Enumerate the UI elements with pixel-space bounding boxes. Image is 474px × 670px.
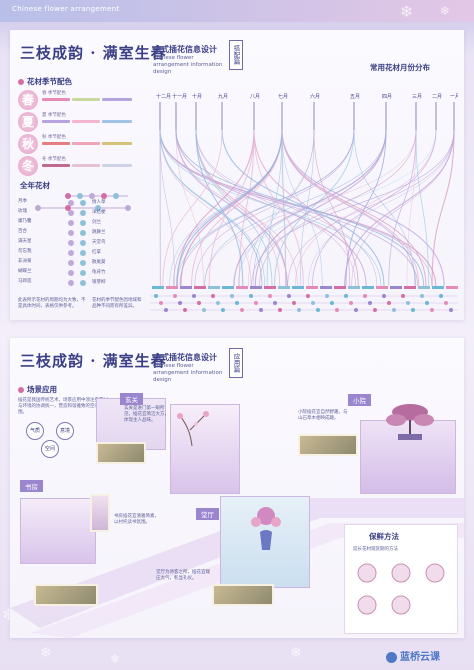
year-flowers-list: 月季 情人草 玫瑰 洋桔梗 康乃馨 剑兰 百合 跳舞兰 满天星 天堂鸟 勿忘我 红掌 非洲菊… (18, 198, 138, 288)
logo-text: 蓝桥云课 (400, 652, 440, 663)
room-text-hall: 堂厅为待客之所，插花宜端庄大气，彰显礼仪。 (156, 570, 210, 581)
section-year-flowers: 全年花材 (20, 181, 50, 190)
section-scene: 场景应用 (18, 384, 57, 395)
preservation-methods: 保鲜方法 延长花材观赏期的方法 (344, 524, 458, 634)
scroll-painting (90, 494, 110, 532)
room-label-hall: 堂厅 (196, 508, 219, 520)
scene-intro: 插花是我国传统艺术，场景应用中须注重花材与环境的协调统一，营造和谐雅致的空间氛围… (18, 398, 108, 415)
painting (34, 584, 98, 606)
bonsai-icon (386, 404, 434, 440)
season-char: 秋 (18, 134, 38, 154)
poster-arrangement: 三枝成韵 · 满室生春 中式插花信息设计 Chinese flower arra… (10, 30, 464, 320)
room-text-study: 书房插花宜清雅简素，以衬托读书氛围。 (114, 514, 159, 525)
painting (212, 584, 274, 606)
season-spring: 春 春 季节配色 (18, 90, 138, 110)
season-name: 春 季节配色 (42, 91, 66, 96)
floor-band (10, 498, 464, 638)
section-method: 保鲜方法 (369, 532, 399, 541)
month-label: 三月 (412, 94, 422, 100)
snowflake-icon: ❄ (40, 645, 52, 661)
list-item: 玫瑰 洋桔梗 (18, 209, 106, 216)
month-label: 十二月 (156, 93, 171, 100)
season-name: 冬 季节配色 (42, 157, 66, 162)
room-label-study: 书房 (20, 480, 43, 492)
room-text-entrance: 玄关是进门第一眼所见，插花宜简洁大方，体现主人品味。 (124, 406, 169, 423)
month-flow-diagram: 十二月 十一月 十月 九月 八月 七月 六月 五月 四月 三月 二月 一月 (150, 93, 458, 312)
season-char: 春 (18, 90, 38, 110)
list-item: 非洲菊 散尾葵 (18, 259, 106, 266)
room-label-entrance: 玄关 (120, 393, 143, 405)
month-label: 九月 (218, 93, 228, 100)
logo-icon (386, 651, 397, 663)
season-name: 夏 季节配色 (42, 113, 66, 118)
section-season-colors-label: 花材季节配色 (27, 77, 72, 86)
note-right: 花材的季节配色因地域和品种不同而有所差异。 (92, 298, 142, 309)
tag-circle: 空间 (41, 440, 59, 458)
list-item: 蝴蝶兰 龟背竹 (18, 269, 106, 276)
flower-dot-icon (18, 79, 24, 85)
flower-dot-icon (18, 387, 24, 393)
courtyard-table (360, 420, 456, 494)
month-label: 七月 (278, 93, 288, 100)
snowflake-icon: ❄ (440, 4, 451, 18)
painting (298, 434, 358, 456)
poster2-badge: 应用篇 (229, 348, 243, 378)
top-banner: Chinese flower arrangement (0, 0, 474, 22)
tag-circle: 气质 (26, 422, 44, 440)
season-summer: 夏 夏 季节配色 (18, 112, 138, 132)
poster1-badge: 搭配篇 (229, 40, 243, 70)
year-flowers-connector (35, 193, 131, 211)
month-label: 一月 (450, 94, 458, 100)
section-month-distribution: 常用花材月份分布 (370, 63, 430, 72)
list-item: 满天星 天堂鸟 (18, 239, 106, 246)
month-label: 五月 (350, 94, 360, 100)
room-entrance (96, 398, 166, 450)
method-text: 延长花材观赏期的方法 (353, 547, 398, 552)
poster1-subtitle-cn: 中式插花信息设计 (153, 44, 217, 54)
method-icons (357, 563, 445, 615)
tag-circle: 意境 (56, 422, 74, 440)
list-item: 马蹄莲 银芽柳 (18, 279, 106, 286)
painting (96, 442, 146, 464)
poster2-title: 三枝成韵 · 满室生春 (20, 352, 167, 370)
season-char: 夏 (18, 112, 38, 132)
room-text-courtyard: 小院插花宜自然野趣，与山石草木相映成趣。 (298, 410, 348, 421)
poster1-subtitle-en: Chinese flower arrangement information d… (153, 55, 223, 75)
room-label-courtyard: 小院 (348, 394, 371, 406)
snowflake-icon: ❄ (110, 652, 121, 666)
month-label: 六月 (310, 93, 320, 100)
list-item: 勿忘我 红掌 (18, 249, 101, 256)
season-winter: 冬 冬 季节配色 (18, 156, 138, 176)
poster2-subtitle-en: Chinese flower arrangement information d… (153, 363, 223, 383)
snowflake-icon: ❄ (400, 2, 414, 21)
month-label: 四月 (382, 94, 392, 100)
month-label: 十一月 (172, 93, 187, 100)
month-label: 二月 (432, 94, 442, 100)
list-item: 月季 情人草 (18, 199, 106, 206)
season-char: 冬 (18, 156, 38, 176)
logo: 蓝桥云课 (386, 648, 440, 663)
note-left: 此表所示花材的周期均为大致，不是具体时间，表格仅供参考。 (18, 298, 86, 309)
list-item: 百合 跳舞兰 (18, 229, 106, 236)
entrance-cabinet (170, 404, 240, 494)
study-desk (20, 498, 96, 564)
header-label: Chinese flower arrangement (12, 5, 120, 13)
section-scene-label: 场景应用 (27, 385, 57, 394)
snowflake-icon: ❄ (290, 645, 302, 661)
list-item: 康乃馨 剑兰 (18, 219, 101, 226)
poster2-subtitle-cn: 中式插花信息设计 (153, 352, 217, 362)
month-label: 十月 (192, 93, 202, 100)
season-name: 秋 季节配色 (42, 135, 66, 140)
month-label: 八月 (250, 94, 260, 100)
plum-branch-icon (177, 411, 209, 447)
vase-flower-icon (251, 507, 281, 550)
poster1-title: 三枝成韵 · 满室生春 (20, 44, 167, 62)
section-season-colors: 花材季节配色 (18, 76, 72, 87)
season-autumn: 秋 秋 季节配色 (18, 134, 138, 154)
